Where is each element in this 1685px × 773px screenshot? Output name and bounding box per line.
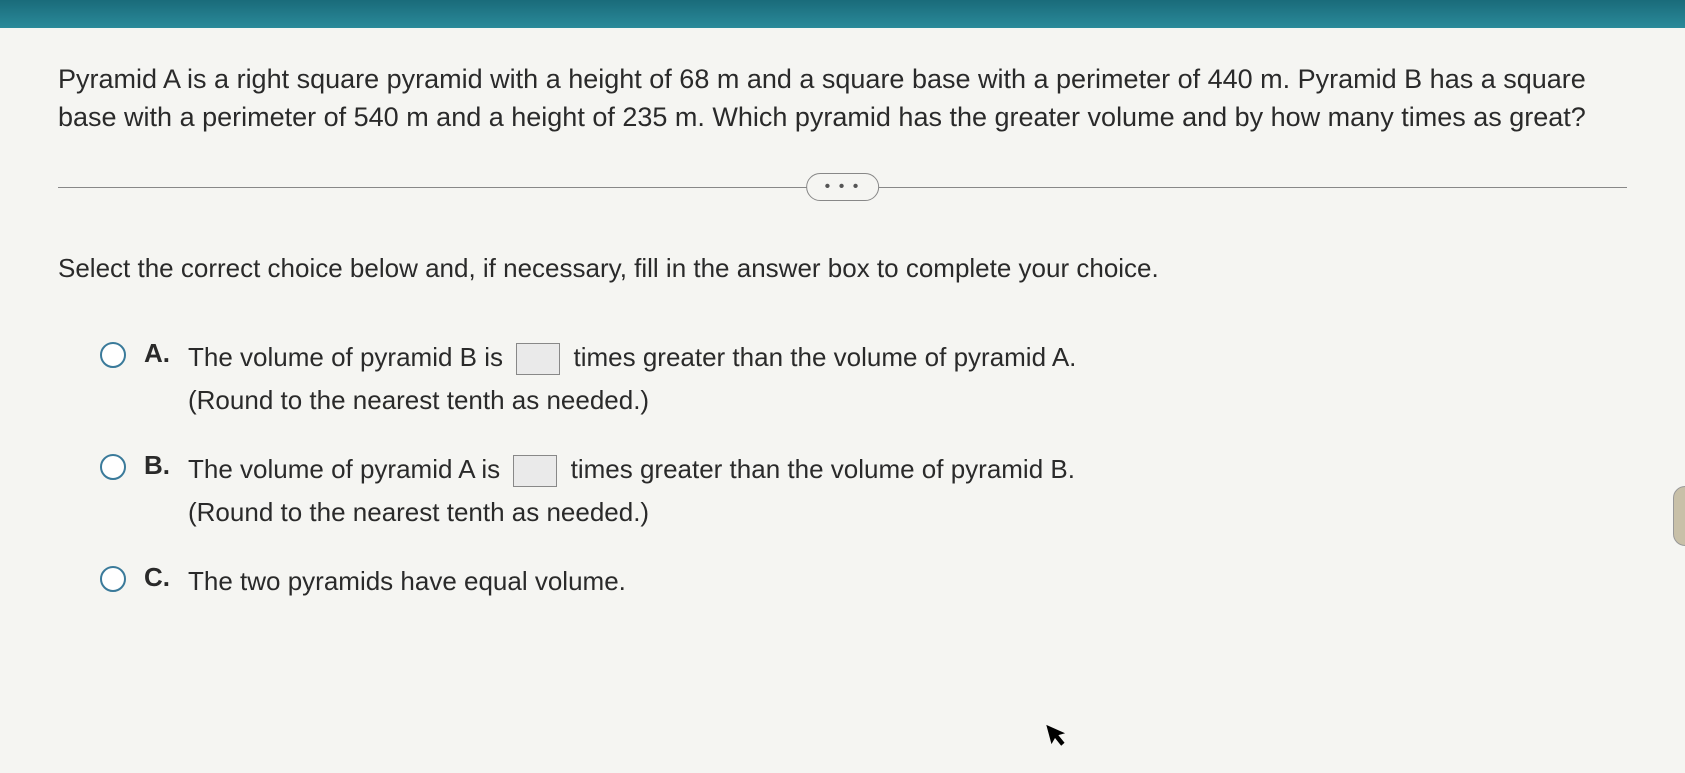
choice-c-body: The two pyramids have equal volume. [188,562,626,601]
choice-c-text-before: The two pyramids have equal volume. [188,566,626,596]
choice-a-label: A. [144,338,174,369]
choice-a-note: (Round to the nearest tenth as needed.) [188,381,1076,420]
section-divider: • • • [58,173,1627,203]
choice-b-note: (Round to the nearest tenth as needed.) [188,493,1075,532]
choice-b-text-after: times greater than the volume of pyramid… [571,454,1075,484]
question-page: Pyramid A is a right square pyramid with… [0,28,1685,773]
choice-c: C. The two pyramids have equal volume. [100,562,1627,601]
expand-button[interactable]: • • • [806,173,880,201]
choice-a-answer-box[interactable] [516,343,560,375]
choice-b-answer-box[interactable] [513,455,557,487]
choice-a: A. The volume of pyramid B is times grea… [100,338,1627,420]
choice-b: B. The volume of pyramid A is times grea… [100,450,1627,532]
question-text: Pyramid A is a right square pyramid with… [58,60,1627,137]
choices-group: A. The volume of pyramid B is times grea… [58,338,1627,601]
cursor-icon [1044,718,1074,758]
top-bar [0,0,1685,28]
radio-b[interactable] [100,454,126,480]
choice-b-label: B. [144,450,174,481]
instruction-text: Select the correct choice below and, if … [58,253,1627,284]
choice-a-text-after: times greater than the volume of pyramid… [573,342,1076,372]
choice-a-text-before: The volume of pyramid B is [188,342,503,372]
radio-a[interactable] [100,342,126,368]
radio-c[interactable] [100,566,126,592]
side-tab[interactable] [1673,486,1685,546]
choice-b-body: The volume of pyramid A is times greater… [188,450,1075,532]
choice-c-label: C. [144,562,174,593]
choice-b-text-before: The volume of pyramid A is [188,454,500,484]
choice-a-body: The volume of pyramid B is times greater… [188,338,1076,420]
